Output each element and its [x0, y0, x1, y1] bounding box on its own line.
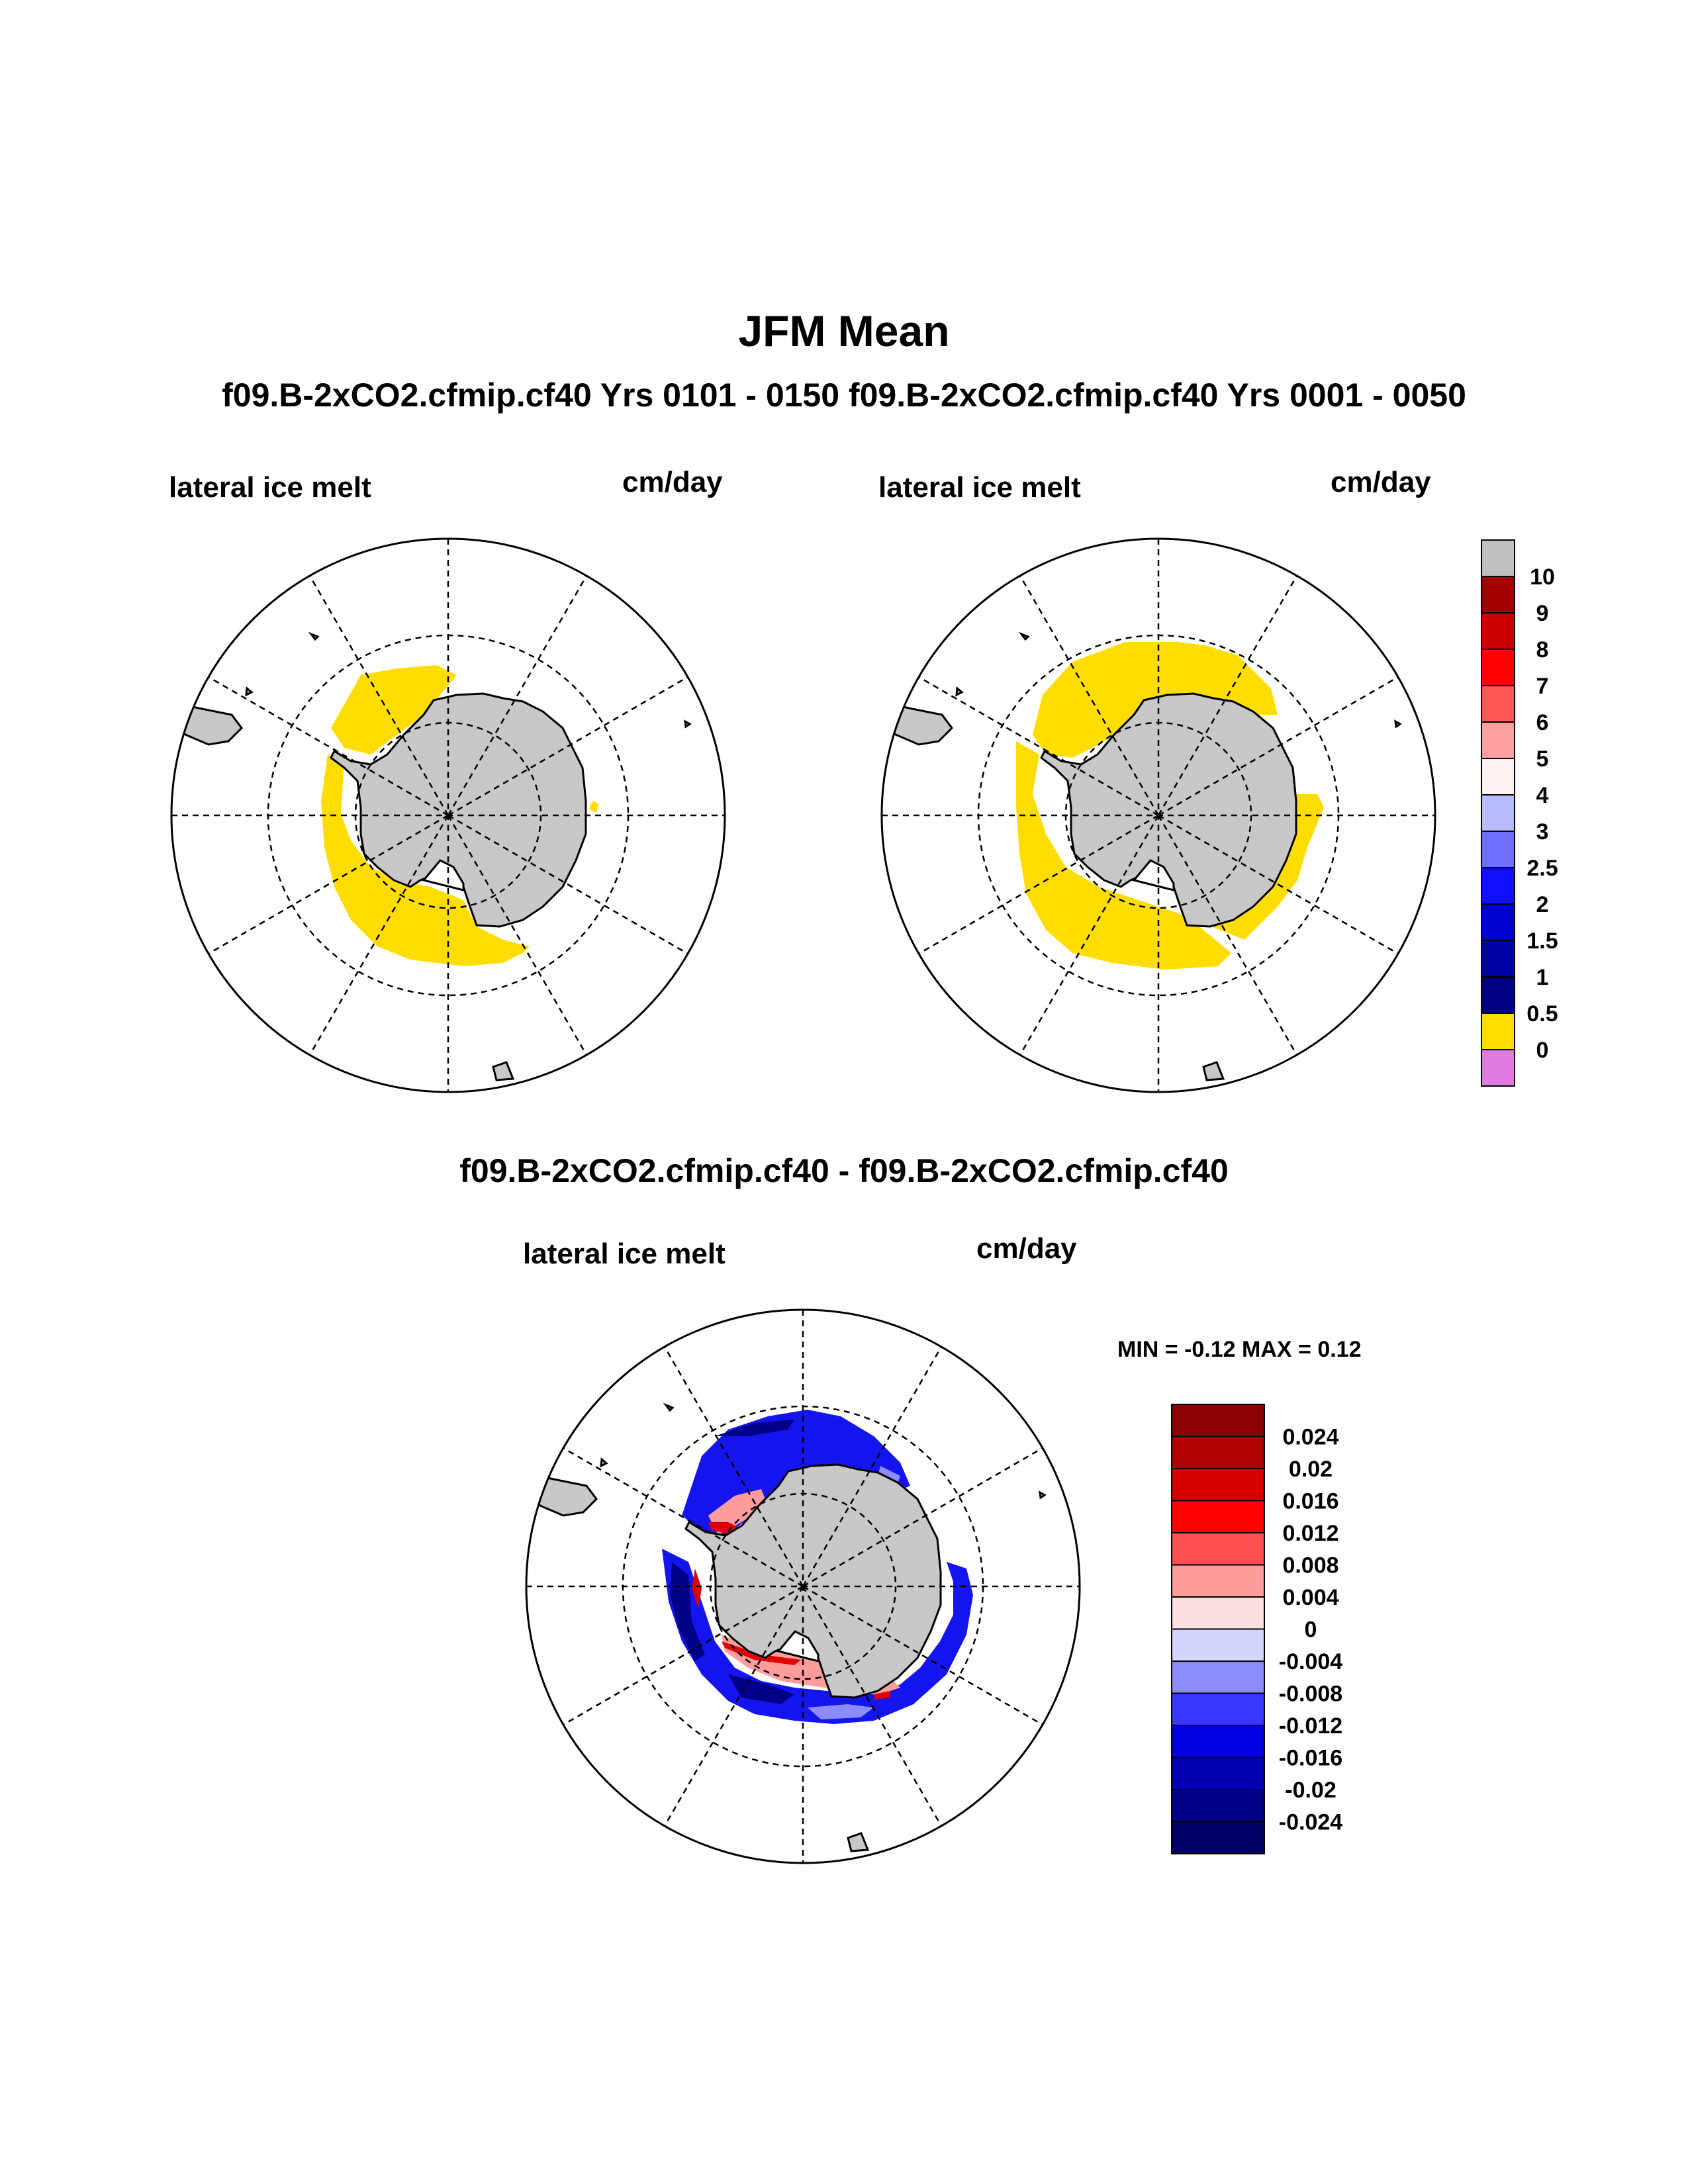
panel2-map: [880, 537, 1436, 1093]
diff-colorbar-tick-label: 0.008: [1282, 1553, 1338, 1578]
diff-colorbar-tick-label: -0.008: [1279, 1682, 1342, 1707]
main-colorbar-swatch: [1481, 539, 1515, 577]
main-colorbar-swatch: [1481, 1013, 1515, 1050]
figure-title: JFM Mean: [738, 306, 950, 355]
diff-colorbar-swatch: [1171, 1628, 1265, 1662]
main-colorbar-tick-label: 8: [1536, 637, 1549, 662]
panel1-units-label: cm/day: [622, 466, 723, 498]
panel1-ice-zone: [321, 665, 599, 966]
main-colorbar-swatch: [1481, 612, 1515, 650]
diff-colorbar-tick-label: -0.016: [1279, 1746, 1342, 1771]
diff-colorbar-tick-label: 0.016: [1282, 1489, 1338, 1514]
diff-colorbar-tick-label: 0.024: [1282, 1425, 1338, 1450]
panel2-units-label: cm/day: [1331, 466, 1431, 498]
main-colorbar-tick-label: 1: [1536, 965, 1549, 990]
diff-colorbar-swatch: [1171, 1661, 1265, 1694]
main-colorbar-swatch: [1481, 831, 1515, 868]
diff-colorbar-swatch: [1171, 1725, 1265, 1758]
main-colorbar-tick-label: 2.5: [1526, 856, 1558, 881]
figure-subtitle: f09.B-2xCO2.cfmip.cf40 Yrs 0101 - 0150 f…: [222, 377, 1466, 414]
diff-colorbar-tick-label: -0.012: [1279, 1713, 1342, 1739]
diff-colorbar-swatch: [1171, 1789, 1265, 1823]
main-colorbar: 10 9 8 7 6 5 4 3 2.5 2 1.5 1 0.5 0: [1481, 539, 1558, 1087]
main-colorbar-swatch: [1481, 903, 1515, 941]
panel2-variable-label: lateral ice melt: [878, 471, 1081, 504]
main-colorbar-tick-label: 7: [1536, 674, 1549, 699]
main-colorbar-swatch: [1481, 794, 1515, 832]
panel1-south-america: [171, 700, 243, 746]
diff-colorbar-swatch: [1171, 1821, 1265, 1854]
difference-colorbar: 0.024 0.02 0.016 0.012 0.008 0.004 0 -0.004 -0.0…: [1171, 1404, 1342, 1854]
main-colorbar-swatch: [1481, 940, 1515, 978]
panel2-south-america: [882, 700, 953, 746]
main-colorbar-tick-label: 2: [1536, 892, 1549, 917]
diff-colorbar-swatch: [1171, 1596, 1265, 1630]
diff-colorbar-tick-label: 0.02: [1289, 1457, 1333, 1482]
main-colorbar-tick-label: 0.5: [1526, 1001, 1558, 1026]
diff-colorbar-tick-label: 0: [1305, 1617, 1317, 1643]
panel2-ice-zone: [1016, 642, 1324, 970]
main-colorbar-swatch: [1481, 721, 1515, 759]
diff-colorbar-tick-label: 0.004: [1282, 1585, 1338, 1610]
diff-colorbar-swatch: [1171, 1692, 1265, 1726]
diff-colorbar-tick-label: -0.024: [1279, 1810, 1342, 1835]
main-colorbar-swatch: [1481, 758, 1515, 796]
diff-min-max-label: MIN = -0.12 MAX = 0.12: [1117, 1337, 1362, 1362]
main-colorbar-tick-label: 9: [1536, 601, 1549, 626]
panel3-units-label: cm/day: [976, 1232, 1077, 1265]
diff-colorbar-swatch: [1171, 1468, 1265, 1502]
main-colorbar-swatch: [1481, 976, 1515, 1014]
diff-colorbar-swatch: [1171, 1564, 1265, 1598]
main-colorbar-swatch: [1481, 867, 1515, 905]
main-colorbar-swatch: [1481, 649, 1515, 686]
main-colorbar-swatch: [1481, 685, 1515, 723]
main-colorbar-tick-label: 5: [1536, 747, 1549, 772]
diff-colorbar-swatch: [1171, 1500, 1265, 1533]
main-colorbar-tick-label: 3: [1536, 819, 1549, 844]
diff-colorbar-swatch: [1171, 1532, 1265, 1566]
main-colorbar-tick-label: 0: [1536, 1038, 1549, 1063]
panel3-map: [525, 1308, 1081, 1864]
main-colorbar-tick-label: 4: [1536, 783, 1549, 808]
panel1-variable-label: lateral ice melt: [169, 471, 371, 504]
diff-colorbar-tick-label: -0.004: [1279, 1649, 1342, 1674]
main-colorbar-swatch: [1481, 576, 1515, 614]
panel1-map: [170, 537, 726, 1093]
diff-colorbar-tick-label: -0.02: [1285, 1778, 1336, 1803]
main-colorbar-swatch: [1481, 1049, 1515, 1087]
diff-colorbar-tick-label: 0.012: [1282, 1521, 1338, 1546]
panel3-south-america: [526, 1471, 598, 1517]
main-colorbar-tick-label: 1.5: [1526, 929, 1558, 954]
diff-colorbar-swatch: [1171, 1756, 1265, 1790]
panel3-variable-label: lateral ice melt: [523, 1238, 726, 1270]
diff-colorbar-swatch: [1171, 1404, 1265, 1437]
main-colorbar-tick-label: 6: [1536, 710, 1549, 735]
diff-colorbar-swatch: [1171, 1435, 1265, 1469]
main-colorbar-tick-label: 10: [1530, 565, 1555, 590]
difference-title: f09.B-2xCO2.cfmip.cf40 - f09.B-2xCO2.cfm…: [459, 1152, 1229, 1189]
